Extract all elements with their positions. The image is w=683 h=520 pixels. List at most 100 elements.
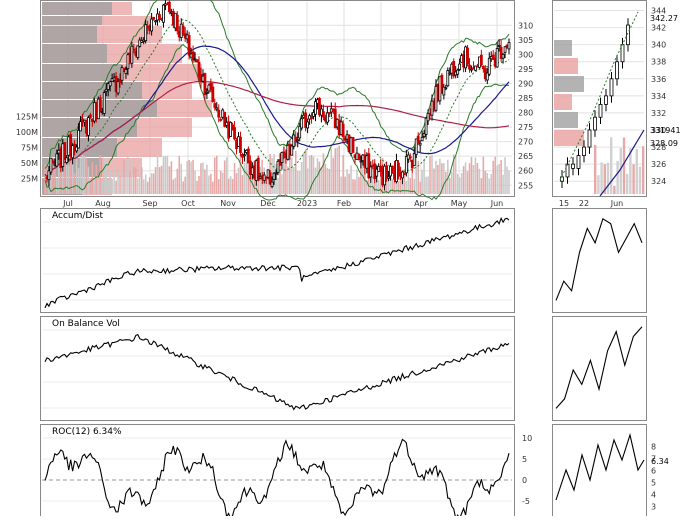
volume-bar (137, 178, 139, 194)
volume-bar (427, 176, 429, 194)
candle-body (458, 63, 462, 70)
candle-body (387, 176, 390, 179)
volume-by-price-bar (42, 64, 122, 81)
candle-body (209, 82, 213, 91)
roc-inset-line (555, 432, 645, 501)
volume-bar (377, 180, 380, 194)
volume-bar (356, 169, 358, 194)
volume-bar (302, 152, 305, 194)
volume-bar (79, 157, 82, 194)
inset-volume-bar (603, 164, 606, 194)
volume-bar (334, 148, 337, 194)
volume-bar (506, 166, 508, 194)
inset-volume-bar (638, 166, 642, 194)
inset-date-label: 22 (579, 199, 589, 208)
volume-bar (237, 167, 240, 194)
inset-roc-tick-label: 6 (651, 466, 656, 475)
roc-tick-label: -5 (522, 497, 530, 506)
volume-bar (464, 162, 467, 194)
inset-candle-body (593, 116, 597, 131)
volume-bar (409, 177, 412, 194)
candle-body (327, 112, 331, 114)
candle-body (233, 127, 236, 140)
candle-body (369, 166, 373, 178)
month-tick-label: Jul (62, 199, 73, 208)
volume-bar (176, 168, 179, 194)
candle-body (104, 88, 108, 92)
volume-bar (44, 164, 46, 194)
volume-bar (265, 179, 267, 194)
volume-bar (158, 167, 161, 194)
candle-body (314, 101, 317, 115)
inset-last-price-label-a: 342.27 (650, 14, 678, 23)
candle-body (89, 114, 92, 118)
volume-bar (490, 174, 493, 194)
volume-bar (245, 154, 248, 194)
candle-body (108, 81, 112, 87)
candle-body (219, 119, 223, 121)
candle-body (351, 136, 355, 153)
volume-bar (56, 178, 58, 194)
price-tick-label: 280 (518, 109, 533, 118)
volume-bar (417, 160, 419, 194)
volume-bar (443, 163, 445, 194)
roc-line (44, 438, 510, 520)
volume-bar (223, 160, 226, 194)
candle-body (87, 117, 90, 136)
candle-body (136, 45, 140, 58)
volume-bar (296, 170, 299, 194)
roc-tick-label: 10 (522, 434, 532, 443)
candle-body (203, 73, 207, 96)
candle-body (256, 157, 260, 181)
volume-bar (206, 164, 208, 194)
inset-roc-tick-label: 8 (651, 442, 656, 451)
volume-bar (484, 170, 487, 194)
volume-bar (103, 158, 106, 194)
candle-body (306, 121, 310, 129)
volume-bar (330, 148, 333, 194)
volume-bar (344, 176, 346, 194)
volume-bar (180, 163, 183, 194)
candle-body (333, 108, 337, 129)
volume-bar (182, 181, 184, 194)
candle-body (296, 139, 300, 142)
volume-bar (494, 156, 496, 194)
inset-candle-body (576, 155, 581, 169)
inset-volume-bar (606, 162, 610, 194)
volume-bar (336, 147, 339, 194)
inset-volume-by-price-bar (554, 40, 572, 56)
volume-bar (368, 165, 370, 194)
candle-body (47, 170, 51, 181)
inset-price-tick-label: 328 (651, 143, 666, 152)
volume-bar (129, 171, 131, 194)
candle-body (124, 69, 128, 74)
candle-body (294, 136, 298, 142)
volume-bar (306, 168, 309, 194)
inset-roc-tick-label: 7 (651, 454, 656, 463)
ad-panel-frame (40, 208, 515, 313)
candle-body (481, 65, 485, 70)
inset-candle-body (626, 24, 630, 46)
candle-body (497, 44, 501, 47)
volume-bar (109, 169, 111, 194)
inset-volume-bar (600, 162, 603, 194)
inset-price-tick-label: 338 (651, 58, 666, 67)
on-balance-vol-inset-line (555, 326, 643, 409)
volume-bar (198, 175, 200, 194)
volume-bar (52, 157, 54, 194)
volume-bar (504, 157, 506, 194)
volume-bar (271, 157, 273, 194)
candle-body (167, 1, 171, 13)
candle-body (426, 112, 430, 122)
price-tick-label: 300 (518, 50, 533, 59)
inset-candle-body (571, 163, 575, 169)
volume-bar (419, 181, 421, 194)
volume-bar (144, 174, 147, 194)
candle-body (359, 160, 363, 163)
volume-bar (287, 166, 289, 194)
volume-bar (508, 170, 510, 194)
candles-layer (45, 0, 511, 191)
candle-body (213, 103, 217, 108)
